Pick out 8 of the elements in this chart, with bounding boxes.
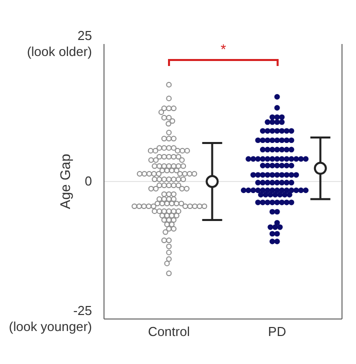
y-axis-title: Age Gap	[57, 154, 73, 210]
significance-bracket: *	[168, 42, 279, 68]
x-tick-label: Control	[148, 324, 190, 340]
y-tick-label: 25 (look older)	[26, 28, 92, 59]
x-tick-label: PD	[268, 324, 286, 340]
y-tick-label: -25 (look younger)	[8, 303, 92, 334]
annotation: *	[220, 41, 227, 57]
y-tick-label: 0	[84, 174, 92, 188]
